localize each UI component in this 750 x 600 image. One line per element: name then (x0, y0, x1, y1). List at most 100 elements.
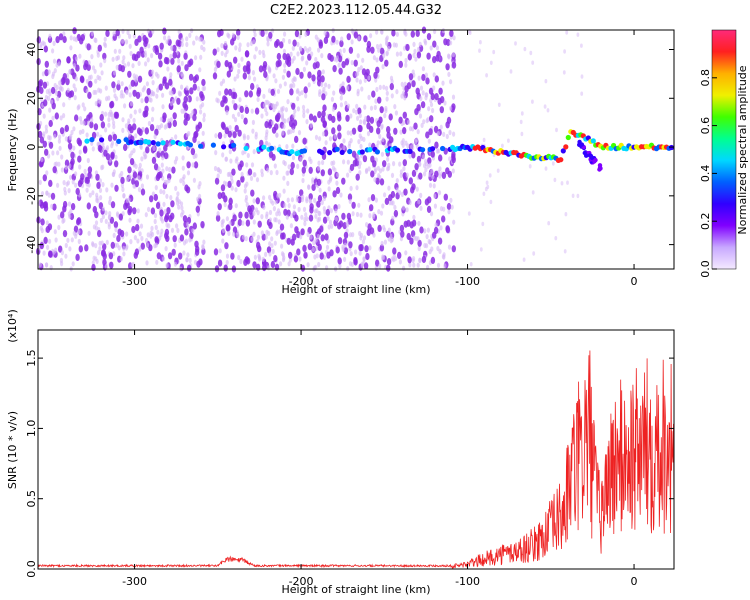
noise-dot (55, 161, 59, 167)
noise-dot (439, 124, 443, 130)
noise-dot (165, 166, 169, 172)
noise-dot (166, 207, 171, 215)
noise-dot (378, 133, 382, 139)
noise-dot (130, 79, 135, 87)
noise-dot (224, 88, 229, 96)
noise-dot (236, 28, 241, 37)
noise-dot (61, 218, 65, 224)
noise-dot (119, 230, 125, 238)
noise-dot (191, 228, 195, 234)
noise-dot (266, 41, 270, 47)
noise-dot (449, 40, 453, 46)
noise-dot (228, 149, 232, 155)
noise-dot (99, 62, 103, 68)
noise-dot (188, 257, 192, 264)
noise-dot (52, 58, 57, 64)
noise-dot (420, 122, 424, 128)
noise-dot (362, 256, 366, 262)
noise-dot (242, 133, 246, 139)
noise-dot (501, 143, 504, 148)
noise-dot (110, 182, 114, 188)
noise-dot (104, 218, 108, 224)
noise-dot (82, 145, 88, 153)
noise-dot (522, 257, 526, 262)
noise-dot (273, 163, 277, 169)
noise-dot (255, 177, 260, 183)
noise-dot (268, 194, 272, 200)
noise-dot (351, 211, 355, 217)
noise-dot (488, 173, 492, 178)
noise-dot (190, 148, 196, 156)
noise-dot (421, 66, 425, 72)
noise-dot (329, 249, 334, 257)
noise-dot (146, 242, 150, 248)
noise-dot (286, 170, 290, 176)
noise-dot (97, 44, 103, 52)
noise-dot (365, 252, 370, 261)
noise-dot (221, 227, 226, 234)
noise-dot (62, 102, 66, 108)
noise-dot (307, 184, 311, 190)
spectrogram-signal-track (84, 129, 675, 172)
noise-dot (97, 230, 102, 238)
noise-dot (94, 37, 98, 44)
noise-dot (107, 95, 111, 101)
noise-dot (199, 109, 203, 115)
noise-dot (63, 190, 67, 196)
spectrogram-noise (36, 26, 584, 273)
noise-dot (113, 70, 117, 76)
signal-mark (347, 148, 353, 155)
noise-dot (181, 73, 185, 79)
noise-dot (268, 251, 272, 257)
noise-dot (201, 86, 205, 92)
noise-dot (113, 221, 119, 229)
noise-dot (173, 261, 177, 267)
noise-dot (264, 251, 268, 257)
y-tick-label: 1.5 (25, 349, 38, 367)
noise-dot (245, 219, 251, 227)
noise-dot (401, 90, 406, 96)
noise-dot (382, 53, 386, 59)
noise-dot (57, 214, 61, 220)
noise-dot (240, 171, 244, 177)
noise-dot (134, 133, 138, 139)
noise-dot (67, 142, 73, 150)
noise-dot (152, 91, 156, 97)
noise-dot (437, 237, 443, 245)
noise-dot (98, 75, 102, 81)
noise-dot (238, 46, 242, 53)
noise-dot (270, 260, 276, 269)
noise-dot (180, 205, 184, 211)
noise-dot (370, 170, 375, 178)
signal-mark (177, 141, 183, 147)
noise-dot (416, 262, 420, 268)
noise-dot (414, 56, 418, 62)
noise-dot (374, 77, 378, 83)
noise-dot (196, 86, 200, 92)
noise-dot (264, 234, 268, 240)
noise-dot (99, 195, 103, 201)
noise-dot (404, 250, 408, 256)
noise-dot (180, 84, 184, 90)
noise-dot (283, 68, 287, 74)
noise-dot (36, 36, 41, 44)
noise-dot (378, 84, 382, 90)
noise-dot (447, 244, 452, 250)
noise-dot (45, 262, 49, 268)
noise-dot (39, 136, 45, 144)
noise-dot (482, 137, 486, 143)
noise-dot (383, 113, 387, 119)
noise-dot (449, 79, 453, 85)
noise-dot (426, 227, 430, 233)
noise-dot (553, 177, 557, 183)
noise-dot (342, 159, 346, 165)
noise-dot (325, 208, 330, 217)
noise-dot (214, 177, 220, 185)
noise-dot (145, 260, 149, 266)
noise-dot (239, 105, 244, 113)
signal-mark (128, 139, 134, 145)
noise-dot (320, 234, 325, 242)
noise-dot (124, 123, 128, 129)
noise-dot (51, 73, 55, 80)
noise-dot (544, 166, 548, 171)
